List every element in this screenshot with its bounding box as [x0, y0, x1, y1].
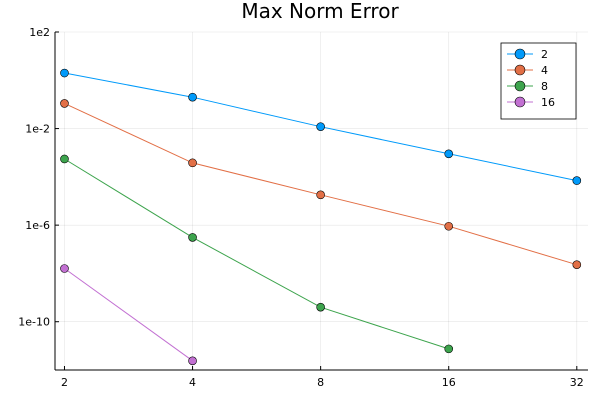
data-point-2: [316, 122, 325, 131]
series-layer: [60, 68, 582, 366]
data-point-4: [60, 99, 69, 108]
series-line-16: [64, 268, 193, 362]
legend-label-16[interactable]: 16: [541, 96, 555, 109]
x-tick-label: 32: [570, 376, 584, 389]
data-point-4: [572, 260, 582, 269]
legend-label-2[interactable]: 2: [541, 48, 548, 61]
data-point-2: [60, 68, 69, 78]
x-tick-label: 2: [61, 376, 68, 389]
legend-marker-8: [514, 80, 526, 92]
data-point-8: [188, 233, 197, 242]
grid: [55, 31, 588, 370]
data-point-2: [188, 92, 197, 102]
data-point-4: [188, 158, 197, 168]
y-tick-label: 1e-10: [18, 316, 50, 329]
data-point-8: [316, 302, 325, 312]
y-tick-label: 1e-6: [25, 219, 50, 232]
y-tick-label: 1e2: [29, 26, 50, 39]
legend-label-8[interactable]: 8: [541, 80, 548, 93]
y-tick-label: 1e-2: [25, 123, 50, 136]
data-point-16: [188, 356, 197, 366]
x-tick-label: 16: [442, 376, 456, 389]
data-point-16: [60, 264, 69, 273]
data-point-4: [316, 190, 325, 200]
legend-marker-4: [514, 64, 526, 76]
data-point-8: [444, 344, 454, 354]
series-line-8: [64, 158, 449, 350]
data-point-2: [572, 176, 582, 185]
axes: 2 4 8 16 32 1e2 1e-2 1e-6 1e-10: [18, 26, 588, 389]
legend-label-4[interactable]: 4: [541, 64, 548, 77]
data-point-2: [444, 149, 454, 159]
data-point-8: [60, 154, 69, 164]
x-tick-label: 8: [317, 376, 324, 389]
data-point-4: [444, 221, 454, 231]
legend-box: [500, 42, 577, 120]
legend[interactable]: 2 4 8 16: [500, 42, 577, 120]
chart-title: Max Norm Error: [241, 0, 399, 23]
legend-marker-16: [514, 96, 526, 108]
x-tick-label: 4: [189, 376, 196, 389]
legend-marker-2: [514, 48, 526, 60]
